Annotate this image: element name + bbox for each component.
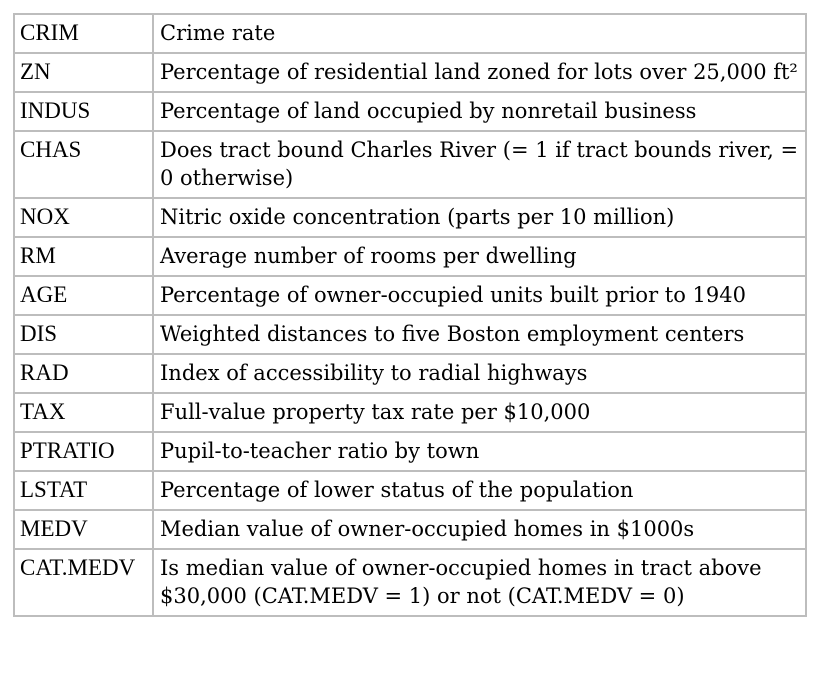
variable-name-cell: RM [13, 236, 154, 277]
description-cell: Is median value of owner-occupied homes … [152, 548, 807, 617]
table-row: DIS Weighted distances to five Boston em… [13, 314, 807, 355]
description-cell: Percentage of lower status of the popula… [152, 470, 807, 511]
description-cell: Median value of owner-occupied homes in … [152, 509, 807, 550]
variable-name-cell: TAX [13, 392, 154, 433]
description-cell: Percentage of land occupied by nonretail… [152, 91, 807, 132]
table-row: NOX Nitric oxide concentration (parts pe… [13, 197, 807, 238]
description-cell: Pupil-to-teacher ratio by town [152, 431, 807, 472]
variable-name-cell: NOX [13, 197, 154, 238]
description-cell: Full-value property tax rate per $10,000 [152, 392, 807, 433]
table-row: RM Average number of rooms per dwelling [13, 236, 807, 277]
variable-name-cell: INDUS [13, 91, 154, 132]
description-cell: Index of accessibility to radial highway… [152, 353, 807, 394]
description-cell: Does tract bound Charles River (= 1 if t… [152, 130, 807, 199]
variable-name-cell: DIS [13, 314, 154, 355]
variable-description-table: CRIM Crime rate ZN Percentage of residen… [13, 13, 807, 617]
description-cell: Nitric oxide concentration (parts per 10… [152, 197, 807, 238]
table-row: CHAS Does tract bound Charles River (= 1… [13, 130, 807, 199]
table-row: CRIM Crime rate [13, 13, 807, 54]
variable-name-cell: AGE [13, 275, 154, 316]
table-row: INDUS Percentage of land occupied by non… [13, 91, 807, 132]
table-row: ZN Percentage of residential land zoned … [13, 52, 807, 93]
variable-name-cell: ZN [13, 52, 154, 93]
table-row: TAX Full-value property tax rate per $10… [13, 392, 807, 433]
variable-name-cell: CHAS [13, 130, 154, 199]
variable-name-cell: CAT.MEDV [13, 548, 154, 617]
variable-name-cell: CRIM [13, 13, 154, 54]
table-row: LSTAT Percentage of lower status of the … [13, 470, 807, 511]
variable-name-cell: MEDV [13, 509, 154, 550]
table-row: PTRATIO Pupil-to-teacher ratio by town [13, 431, 807, 472]
variable-name-cell: LSTAT [13, 470, 154, 511]
description-cell: Weighted distances to five Boston employ… [152, 314, 807, 355]
table-row: MEDV Median value of owner-occupied home… [13, 509, 807, 550]
variable-name-cell: PTRATIO [13, 431, 154, 472]
table-row: AGE Percentage of owner-occupied units b… [13, 275, 807, 316]
description-cell: Percentage of owner-occupied units built… [152, 275, 807, 316]
description-cell: Crime rate [152, 13, 807, 54]
variable-name-cell: RAD [13, 353, 154, 394]
description-cell: Average number of rooms per dwelling [152, 236, 807, 277]
table-row: CAT.MEDV Is median value of owner-occupi… [13, 548, 807, 617]
description-cell: Percentage of residential land zoned for… [152, 52, 807, 93]
table-row: RAD Index of accessibility to radial hig… [13, 353, 807, 394]
